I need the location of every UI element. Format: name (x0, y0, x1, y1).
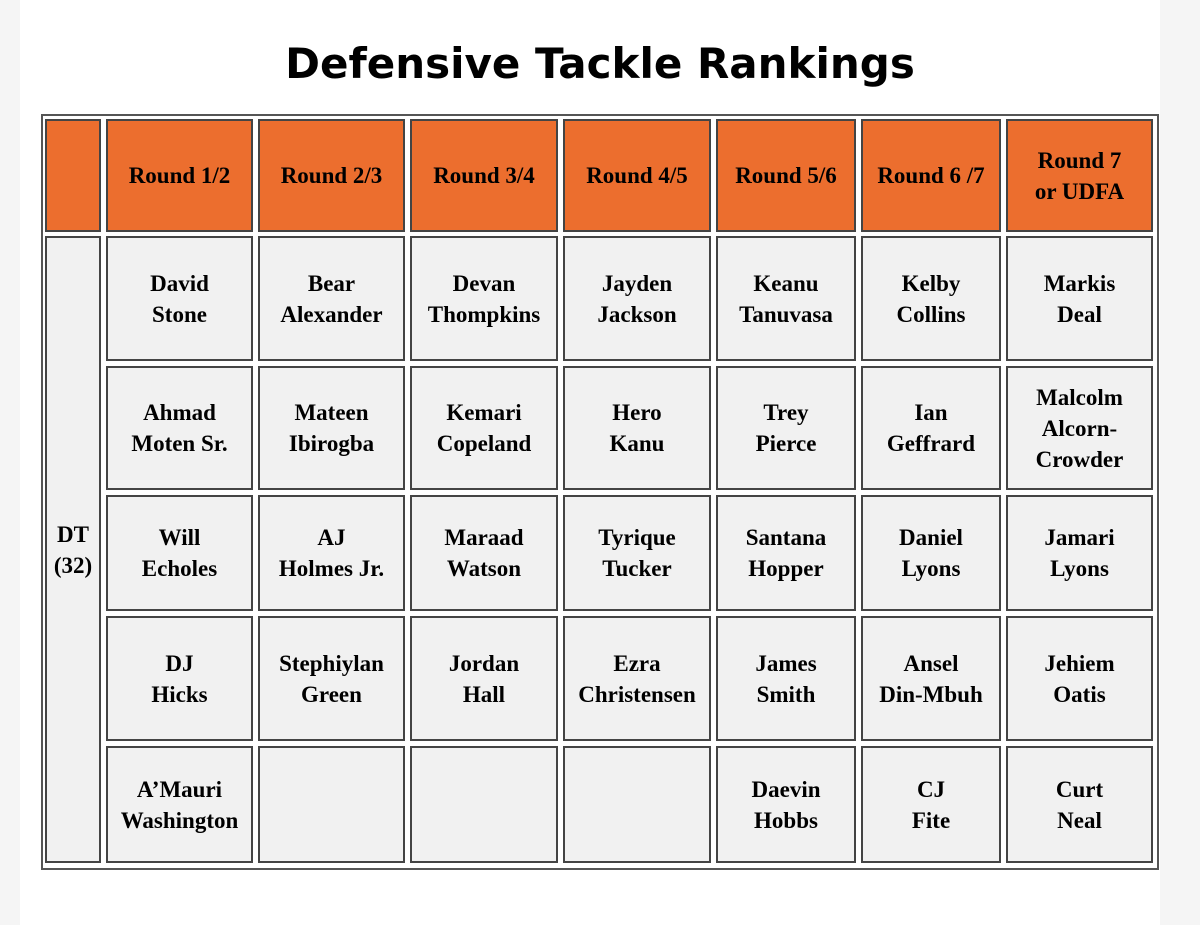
player-cell-r4-c2: Stephiylan Green (258, 616, 405, 741)
player-cell-r3-c2-text: AJ Holmes Jr. (278, 525, 385, 581)
position-label-cell: DT (32) (45, 236, 101, 863)
player-cell-r4-c3-text: Jordan Hall (448, 650, 520, 707)
player-cell-r5-c2 (258, 746, 405, 863)
player-cell-r1-c3-text: Devan Thompkins (427, 270, 541, 327)
player-cell-r1-c4: Jayden Jackson (563, 236, 711, 361)
player-cell-r3-c5: Santana Hopper (716, 495, 856, 611)
player-cell-r3-c5-text: Santana Hopper (745, 525, 827, 581)
player-cell-r5-c4 (563, 746, 711, 863)
player-cell-r3-c4: Tyrique Tucker (563, 495, 711, 611)
column-header-6: Round 6 /7 (861, 119, 1001, 232)
column-header-1-text: Round 1/2 (128, 163, 231, 188)
column-header-7-text: Round 7 or UDFA (1034, 147, 1125, 204)
player-cell-r1-c2: Bear Alexander (258, 236, 405, 361)
player-cell-r2-c1-text: Ahmad Moten Sr. (131, 400, 228, 456)
player-cell-r2-c5: Trey Pierce (716, 366, 856, 490)
player-cell-r2-c1: Ahmad Moten Sr. (106, 366, 253, 490)
player-cell-r5-c7: Curt Neal (1006, 746, 1153, 863)
player-cell-r5-c5-text: Daevin Hobbs (751, 776, 821, 833)
player-cell-r3-c1: Will Echoles (106, 495, 253, 611)
player-cell-r4-c2-text: Stephiylan Green (279, 650, 384, 707)
column-header-6-text: Round 6 /7 (877, 163, 985, 188)
column-header-4-text: Round 4/5 (586, 163, 688, 188)
player-cell-r5-c6: CJ Fite (861, 746, 1001, 863)
player-cell-r4-c5-text: James Smith (755, 650, 817, 707)
player-cell-r4-c4-text: Ezra Christensen (578, 650, 696, 707)
header-corner-cell (45, 119, 101, 232)
column-header-3: Round 3/4 (410, 119, 558, 232)
position-label-cell-text: DT (32) (53, 521, 93, 578)
player-cell-r1-c1-text: David Stone (150, 270, 209, 327)
player-cell-r1-c4-text: Jayden Jackson (597, 270, 677, 327)
player-cell-r2-c6: Ian Geffrard (861, 366, 1001, 490)
player-cell-r4-c4: Ezra Christensen (563, 616, 711, 741)
page-title: Defensive Tackle Rankings (285, 39, 915, 88)
player-cell-r1-c6: Kelby Collins (861, 236, 1001, 361)
player-cell-r2-c7: Malcolm Alcorn- Crowder (1006, 366, 1153, 490)
player-cell-r4-c6-text: Ansel Din-Mbuh (879, 650, 983, 707)
player-cell-r2-c3: Kemari Copeland (410, 366, 558, 490)
player-cell-r4-c3: Jordan Hall (410, 616, 558, 741)
player-cell-r2-c7-text: Malcolm Alcorn- Crowder (1035, 384, 1124, 472)
player-cell-r5-c1: A’Mauri Washington (106, 746, 253, 863)
player-cell-r3-c2: AJ Holmes Jr. (258, 495, 405, 611)
player-cell-r2-c2-text: Mateen Ibirogba (288, 400, 375, 456)
player-cell-r1-c7-text: Markis Deal (1043, 270, 1116, 327)
player-cell-r5-c6-text: CJ Fite (911, 776, 951, 833)
player-cell-r2-c6-text: Ian Geffrard (886, 400, 976, 456)
player-cell-r1-c5-text: Keanu Tanuvasa (739, 270, 833, 327)
player-cell-r2-c4: Hero Kanu (563, 366, 711, 490)
player-cell-r1-c5: Keanu Tanuvasa (716, 236, 856, 361)
player-cell-r1-c6-text: Kelby Collins (896, 270, 966, 327)
player-cell-r4-c1-text: DJ Hicks (151, 650, 208, 707)
player-cell-r5-c3 (410, 746, 558, 863)
player-cell-r3-c7: Jamari Lyons (1006, 495, 1153, 611)
column-header-3-text: Round 3/4 (433, 163, 535, 188)
player-cell-r2-c2: Mateen Ibirogba (258, 366, 405, 490)
column-header-2: Round 2/3 (258, 119, 405, 232)
column-header-7: Round 7 or UDFA (1006, 119, 1153, 232)
player-cell-r3-c3-text: Maraad Watson (444, 525, 524, 581)
player-cell-r3-c6: Daniel Lyons (861, 495, 1001, 611)
player-cell-r3-c3: Maraad Watson (410, 495, 558, 611)
player-cell-r3-c7-text: Jamari Lyons (1044, 525, 1115, 581)
player-cell-r4-c7: Jehiem Oatis (1006, 616, 1153, 741)
player-cell-r1-c1: David Stone (106, 236, 253, 361)
column-header-5-text: Round 5/6 (735, 163, 837, 188)
player-cell-r5-c5: Daevin Hobbs (716, 746, 856, 863)
player-cell-r3-c6-text: Daniel Lyons (899, 525, 963, 581)
rankings-table: Round 1/2 Round 2/3 Round 3/4 Round 4/5 Roun… (41, 114, 1159, 870)
column-header-1: Round 1/2 (106, 119, 253, 232)
player-cell-r4-c7-text: Jehiem Oatis (1044, 650, 1115, 707)
player-cell-r5-c7-text: Curt Neal (1055, 776, 1104, 833)
player-cell-r3-c1-text: Will Echoles (141, 525, 218, 581)
player-cell-r2-c5-text: Trey Pierce (755, 400, 817, 456)
column-header-4: Round 4/5 (563, 119, 711, 232)
player-cell-r1-c3: Devan Thompkins (410, 236, 558, 361)
player-cell-r4-c6: Ansel Din-Mbuh (861, 616, 1001, 741)
column-header-5: Round 5/6 (716, 119, 856, 232)
player-cell-r4-c5: James Smith (716, 616, 856, 741)
player-cell-r2-c4-text: Hero Kanu (609, 400, 665, 456)
player-cell-r2-c3-text: Kemari Copeland (436, 400, 532, 456)
player-cell-r4-c1: DJ Hicks (106, 616, 253, 741)
player-cell-r5-c1-text: A’Mauri Washington (120, 776, 239, 833)
player-cell-r1-c2-text: Bear Alexander (280, 270, 383, 327)
player-cell-r3-c4-text: Tyrique Tucker (598, 525, 676, 581)
column-header-2-text: Round 2/3 (280, 163, 383, 188)
player-cell-r1-c7: Markis Deal (1006, 236, 1153, 361)
